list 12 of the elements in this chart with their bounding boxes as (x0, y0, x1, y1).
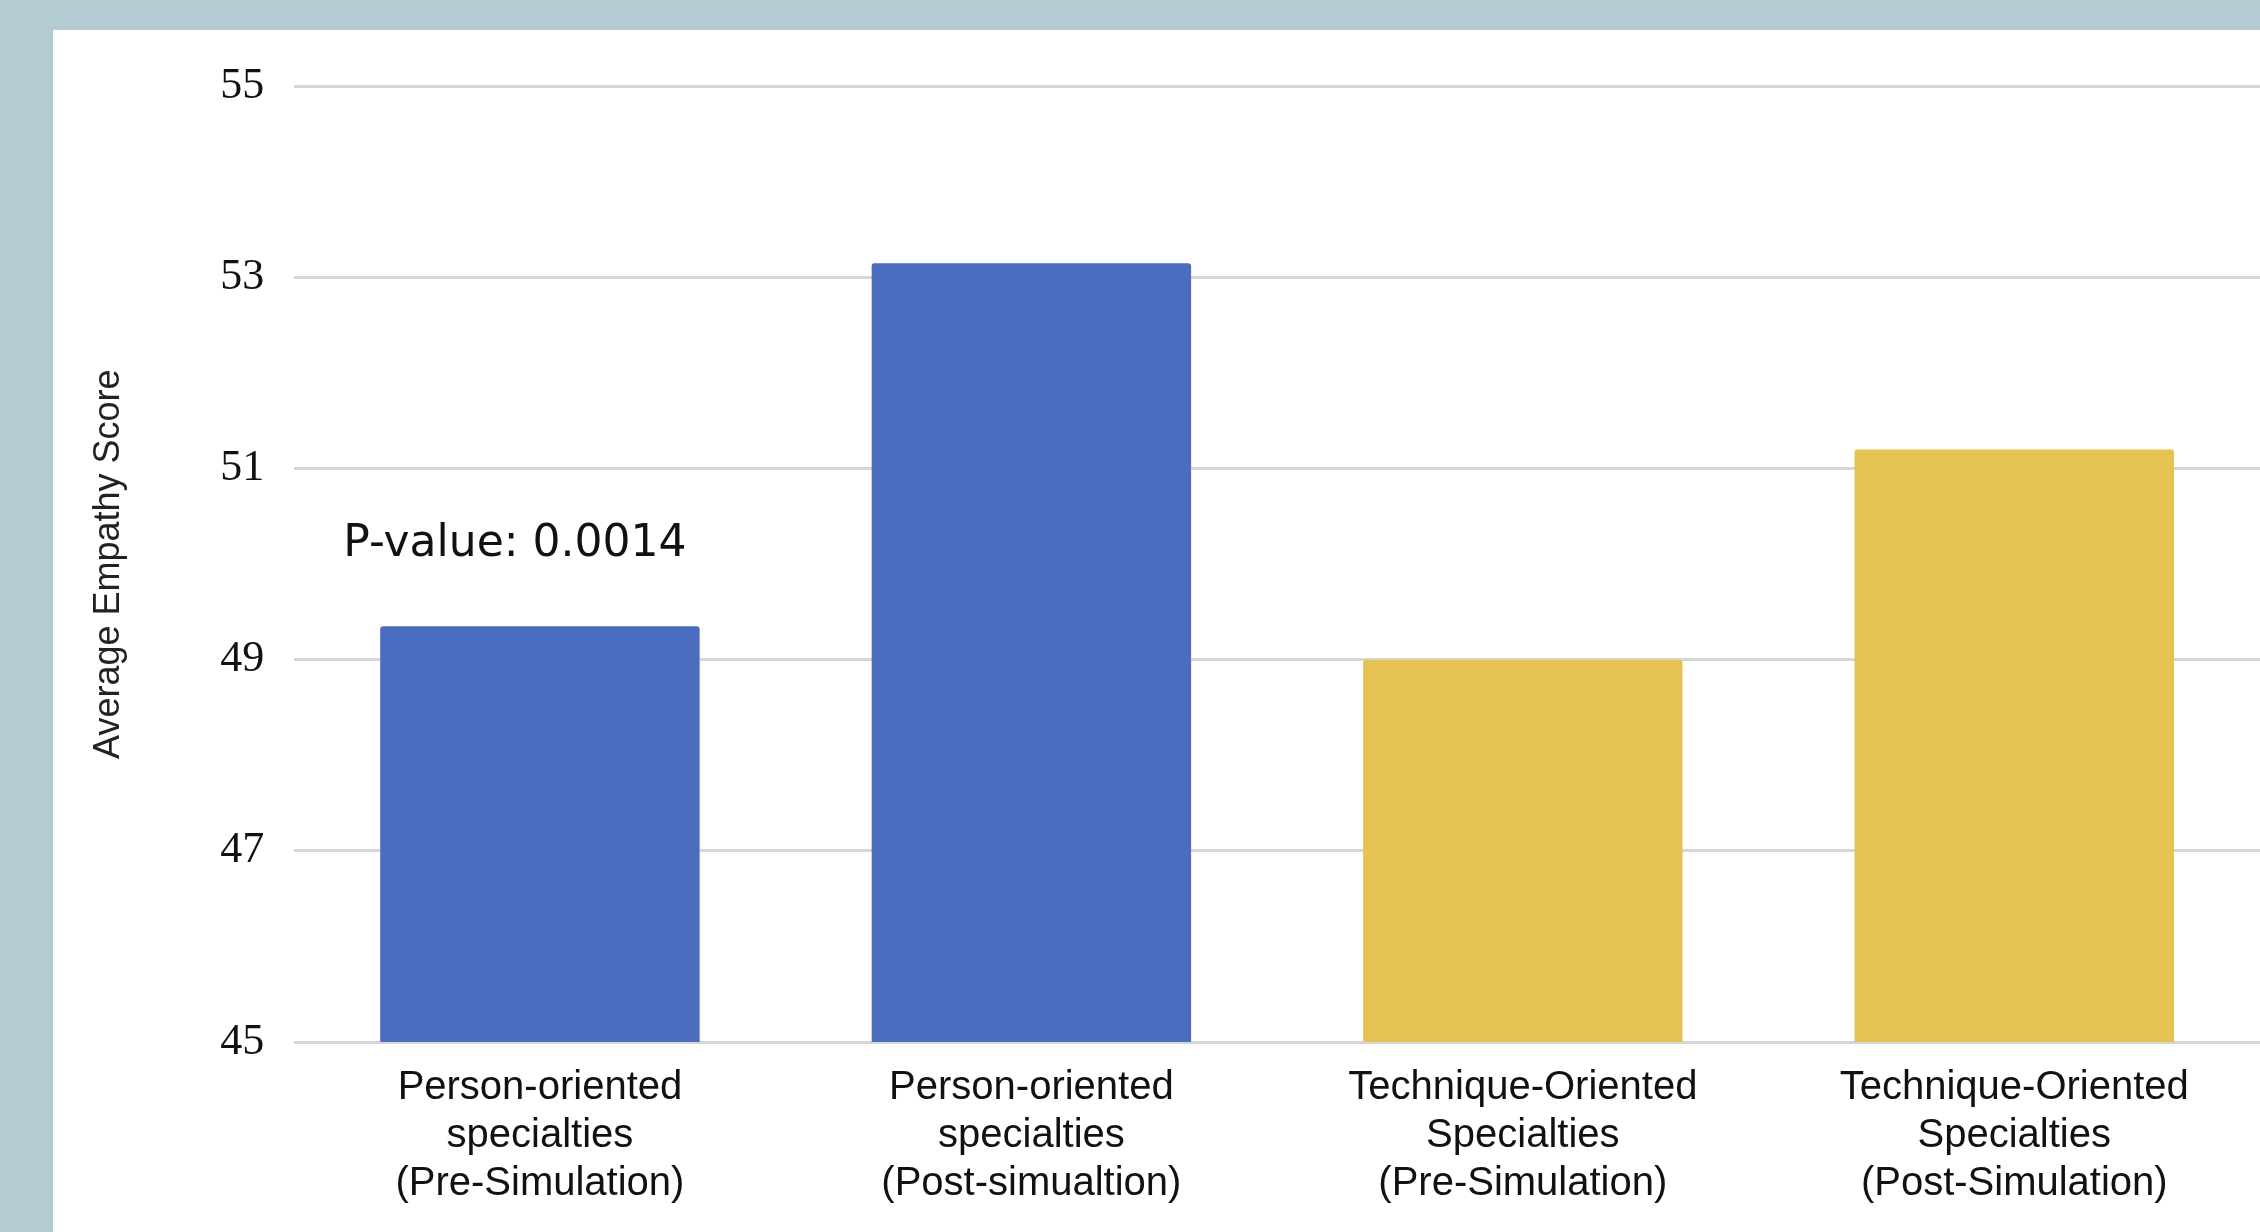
y-tick-label: 47 (220, 823, 265, 873)
x-tick-label: Technique-Oriented Specialties (Post-Simulation) (1839, 1063, 2189, 1204)
y-tick-label: 45 (220, 1014, 265, 1064)
x-tick-label: Person-oriented specialties (Pre-Simulation) (395, 1063, 685, 1204)
y-tick-label: 53 (220, 250, 265, 300)
y-tick-label: 49 (220, 632, 265, 682)
y-tick-label: 55 (220, 58, 265, 108)
y-tick-label: 51 (220, 441, 265, 491)
y-axis-title: Average Empathy Score (85, 369, 127, 759)
annotation: P-value: 0.0014 (343, 514, 687, 566)
x-tick-label: Person-oriented specialties (Post-simualtion) (881, 1063, 1182, 1204)
x-tick-label: Technique-Oriented Specialties (Pre-Simulation) (1348, 1063, 1698, 1204)
